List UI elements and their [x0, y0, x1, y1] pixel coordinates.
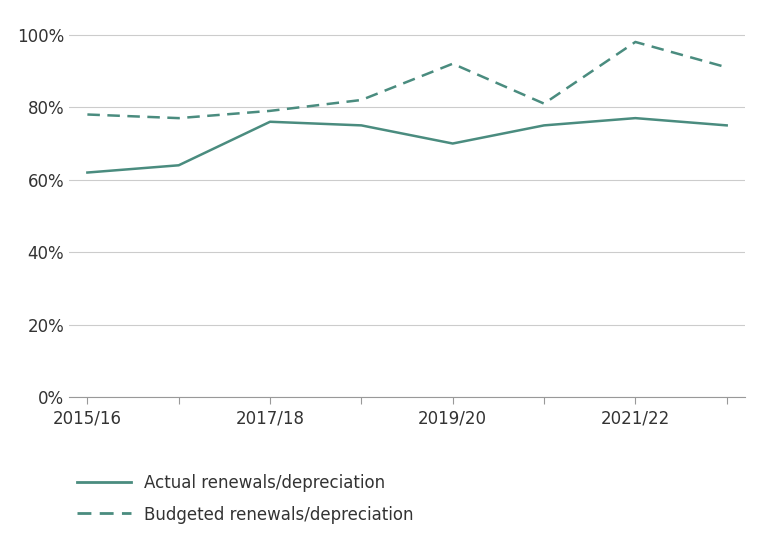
- Legend: Actual renewals/depreciation, Budgeted renewals/depreciation: Actual renewals/depreciation, Budgeted r…: [78, 474, 414, 524]
